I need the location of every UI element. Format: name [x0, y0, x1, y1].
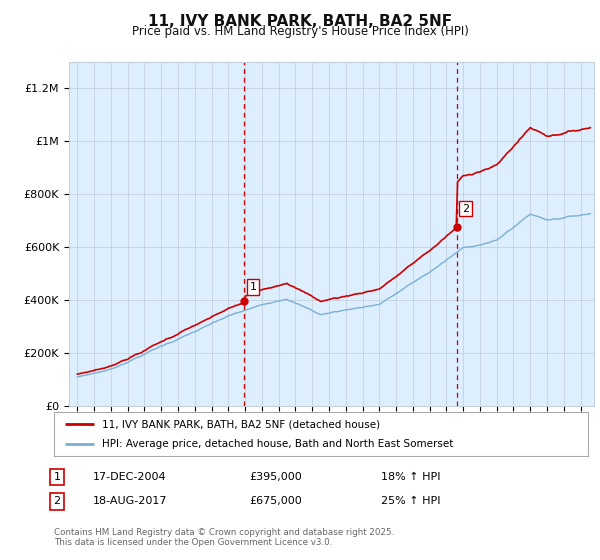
Text: 18% ↑ HPI: 18% ↑ HPI: [381, 472, 440, 482]
Text: £675,000: £675,000: [249, 496, 302, 506]
Text: 1: 1: [53, 472, 61, 482]
Text: 2: 2: [53, 496, 61, 506]
Text: 11, IVY BANK PARK, BATH, BA2 5NF (detached house): 11, IVY BANK PARK, BATH, BA2 5NF (detach…: [102, 419, 380, 429]
Text: 18-AUG-2017: 18-AUG-2017: [93, 496, 167, 506]
Text: 1: 1: [250, 282, 256, 292]
Text: HPI: Average price, detached house, Bath and North East Somerset: HPI: Average price, detached house, Bath…: [102, 439, 454, 449]
Text: 25% ↑ HPI: 25% ↑ HPI: [381, 496, 440, 506]
Text: Price paid vs. HM Land Registry's House Price Index (HPI): Price paid vs. HM Land Registry's House …: [131, 25, 469, 38]
Text: Contains HM Land Registry data © Crown copyright and database right 2025.
This d: Contains HM Land Registry data © Crown c…: [54, 528, 394, 547]
Text: 11, IVY BANK PARK, BATH, BA2 5NF: 11, IVY BANK PARK, BATH, BA2 5NF: [148, 14, 452, 29]
Text: £395,000: £395,000: [249, 472, 302, 482]
Text: 2: 2: [462, 204, 469, 213]
Text: 17-DEC-2004: 17-DEC-2004: [93, 472, 167, 482]
